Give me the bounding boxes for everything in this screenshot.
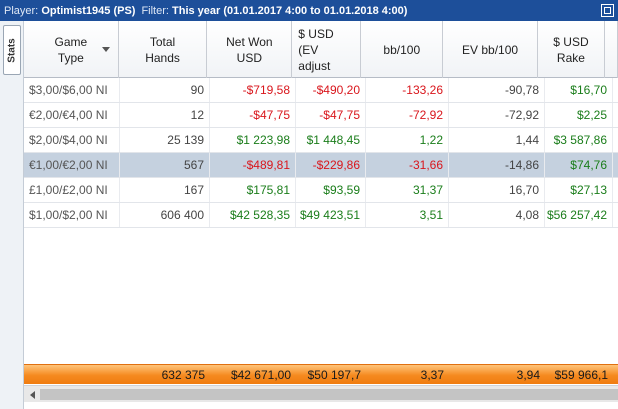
cell-total-hands: 606 400	[120, 203, 210, 227]
column-header-ev-bb-100[interactable]: EV bb/100	[443, 21, 538, 78]
cell-ev-adjusted: -$490,20	[296, 78, 366, 102]
cell-ev-adjusted: $49 423,51	[296, 203, 366, 227]
cell-total-hands: 12	[120, 103, 210, 127]
total-game-type	[24, 365, 120, 385]
table-row[interactable]: $2,00/$4,00 NI 25 139 $1 223,98 $1 448,45 1,…	[24, 128, 618, 153]
window-title-bar: Player: Optimist1945 (PS) Filter: This y…	[0, 0, 618, 21]
cell-rake: $16,70	[545, 78, 613, 102]
cell-rake: $2,25	[545, 103, 613, 127]
column-header-total-hands[interactable]: Total Hands	[119, 21, 208, 78]
cell-total-hands: 25 139	[120, 128, 210, 152]
player-value: Optimist1945 (PS)	[41, 5, 135, 17]
total-ev-bb-100: 3,94	[449, 365, 545, 385]
table-row[interactable]: €2,00/€4,00 NI 12 -$47,75 -$47,75 -72,92 -72,…	[24, 103, 618, 128]
cell-ev-bb-100: -14,86	[449, 153, 545, 177]
cell-total-hands: 90	[120, 78, 210, 102]
tab-stats-label: Stats	[7, 38, 18, 62]
tab-stats[interactable]: Stats	[3, 25, 21, 75]
cell-net-won: -$489,81	[210, 153, 296, 177]
cell-ev-bb-100: 16,70	[449, 178, 545, 202]
cell-ev-bb-100: 1,44	[449, 128, 545, 152]
table-row[interactable]: £1,00/£2,00 NI 167 $175,81 $93,59 31,37 16,70…	[24, 178, 618, 203]
filter-value[interactable]: This year (01.01.2017 4:00 to 01.01.2018…	[172, 5, 407, 17]
stats-grid: Game Type Total Hands Net Won USD $ USD …	[24, 21, 618, 387]
cell-game-type: $1,00/$2,00 NI	[24, 203, 120, 227]
cell-bb-100: -133,26	[366, 78, 449, 102]
scroll-left-icon[interactable]	[26, 389, 38, 400]
cell-net-won: -$719,58	[210, 78, 296, 102]
cell-bb-100: -31,66	[366, 153, 449, 177]
grid-rows: $3,00/$6,00 NI 90 -$719,58 -$490,20 -133,26-…	[24, 78, 618, 228]
cell-ev-bb-100: -90,78	[449, 78, 545, 102]
horizontal-scrollbar[interactable]	[24, 385, 618, 402]
cell-game-type: £1,00/£2,00 NI	[24, 178, 120, 202]
cell-bb-100: -72,92	[366, 103, 449, 127]
cell-ev-adjusted: -$47,75	[296, 103, 366, 127]
column-header-game-type[interactable]: Game Type	[24, 21, 119, 78]
cell-game-type: $3,00/$6,00 NI	[24, 78, 120, 102]
cell-rake: $27,13	[545, 178, 613, 202]
total-rake: $59 966,1	[545, 365, 613, 385]
cell-ev-adjusted: -$229,86	[296, 153, 366, 177]
player-label: Player:	[4, 5, 38, 17]
cell-net-won: $42 528,35	[210, 203, 296, 227]
table-row[interactable]: $3,00/$6,00 NI 90 -$719,58 -$490,20 -133,26-…	[24, 78, 618, 103]
total-hands: 632 375	[120, 365, 210, 385]
scrollbar-thumb[interactable]	[40, 389, 618, 400]
column-header-net-won[interactable]: Net Won USD	[207, 21, 292, 78]
cell-rake: $56 257,42	[545, 203, 613, 227]
cell-ev-bb-100: 4,08	[449, 203, 545, 227]
cell-rake: $3 587,86	[545, 128, 613, 152]
column-header-ev-adjusted[interactable]: $ USD (EV adjust	[292, 21, 361, 78]
total-bb-100: 3,37	[366, 365, 449, 385]
cell-game-type: $2,00/$4,00 NI	[24, 128, 120, 152]
grid-header: Game Type Total Hands Net Won USD $ USD …	[24, 21, 618, 78]
cell-net-won: $1 223,98	[210, 128, 296, 152]
cell-total-hands: 567	[120, 153, 210, 177]
column-header-rake[interactable]: $ USD Rake	[538, 21, 605, 78]
cell-net-won: -$47,75	[210, 103, 296, 127]
filter-label: Filter:	[141, 5, 169, 17]
cell-bb-100: 1,22	[366, 128, 449, 152]
restore-window-icon[interactable]	[601, 4, 614, 17]
sort-down-icon[interactable]	[102, 47, 110, 52]
column-header-overflow[interactable]	[605, 21, 618, 78]
cell-bb-100: 3,51	[366, 203, 449, 227]
cell-ev-adjusted: $93,59	[296, 178, 366, 202]
cell-total-hands: 167	[120, 178, 210, 202]
side-tab-strip: Stats	[0, 21, 24, 409]
cell-net-won: $175,81	[210, 178, 296, 202]
cell-game-type: €1,00/€2,00 NI	[24, 153, 120, 177]
table-row[interactable]: €1,00/€2,00 NI 567 -$489,81 -$229,86 -31,66-…	[24, 153, 618, 178]
total-net-won: $42 671,00	[210, 365, 296, 385]
table-row[interactable]: $1,00/$2,00 NI 606 400 $42 528,35 $49 423,5…	[24, 203, 618, 228]
cell-ev-adjusted: $1 448,45	[296, 128, 366, 152]
cell-ev-bb-100: -72,92	[449, 103, 545, 127]
cell-game-type: €2,00/€4,00 NI	[24, 103, 120, 127]
total-ev-adjusted: $50 197,7	[296, 365, 366, 385]
column-header-bb-100[interactable]: bb/100	[361, 21, 443, 78]
cell-rake: $74,76	[545, 153, 613, 177]
cell-bb-100: 31,37	[366, 178, 449, 202]
totals-row: 632 375 $42 671,00 $50 197,7 3,37 3,94 $…	[24, 364, 618, 384]
